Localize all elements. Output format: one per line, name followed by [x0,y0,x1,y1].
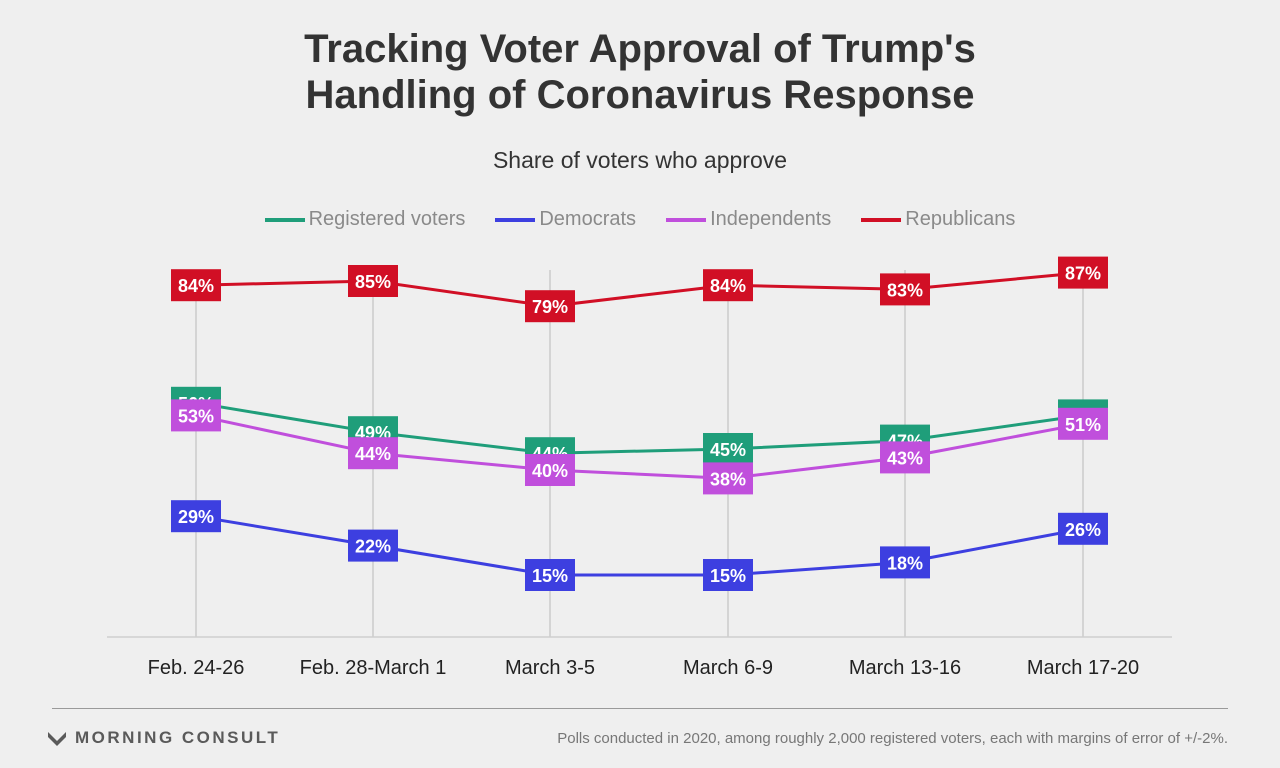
data-label-democrats: 18% [880,546,930,579]
data-label-box [703,269,753,302]
x-tick-label: Feb. 28-March 1 [300,657,447,679]
data-label-independents: 53% [171,399,221,432]
series-line-independents [195,413,1084,480]
legend-swatch [495,217,536,222]
data-label-republicans: 83% [880,273,930,306]
data-label-text: 26% [1065,520,1101,540]
data-labels: 56%49%44%45%47%53%29%22%15%15%18%26%53%4… [171,256,1108,591]
data-label-box [348,265,398,297]
data-label-text: 22% [355,537,391,557]
data-label-republicans: 87% [1058,256,1108,289]
data-label-box [880,441,930,474]
data-label-text: 83% [887,280,923,300]
data-label-independents: 38% [703,462,753,495]
data-label-registered-voters: 45% [703,433,753,465]
data-label-text: 44% [355,444,391,464]
x-tick-label: March 3-5 [505,657,595,679]
data-label-democrats: 15% [703,559,753,591]
data-label-text: 18% [887,553,923,573]
brand-name: MORNING CONSULT [75,728,281,747]
data-label-independents: 40% [525,454,575,486]
data-label-text: 51% [1065,415,1101,435]
data-label-republicans: 84% [171,269,221,302]
data-label-democrats: 29% [171,500,221,533]
legend-item-republicans: Republicans [861,208,1015,231]
data-label-box [171,500,221,533]
data-label-text: 84% [710,276,746,296]
chart-title: Tracking Voter Approval of Trump's Handl… [0,26,1280,118]
footer-divider [52,708,1228,709]
data-label-box [525,454,575,486]
title-line-1: Tracking Voter Approval of Trump's [304,27,976,71]
data-label-box [348,529,398,562]
legend-swatch [666,217,707,222]
data-label-independents: 51% [1058,407,1108,440]
x-tick-label: March 13-16 [849,657,961,679]
legend-label: Republicans [905,208,1016,230]
data-label-box [1058,256,1108,289]
x-tick-label: March 6-9 [683,657,773,679]
x-tick-label: Feb. 24-26 [148,657,245,679]
data-label-box [525,559,575,591]
data-label-text: 40% [532,461,568,481]
data-label-box [171,399,221,432]
data-label-text: 29% [178,507,214,527]
series-line-registered-voters [195,401,1084,455]
data-label-text: 15% [532,566,568,586]
data-label-box [1058,407,1108,440]
data-label-box [880,273,930,306]
brand-logo: MORNING CONSULT [47,728,280,748]
data-label-democrats: 15% [525,559,575,591]
legend-swatch [264,217,305,222]
data-label-box [880,546,930,579]
data-label-box [703,462,753,495]
data-label-box [171,269,221,302]
data-label-text: 87% [1065,264,1101,284]
legend-label: Democrats [539,208,637,230]
legend-label: Registered voters [308,208,466,230]
data-label-republicans: 84% [703,269,753,302]
title-line-2: Handling of Coronavirus Response [305,73,975,117]
data-label-text: 43% [887,448,923,468]
data-label-independents: 44% [348,437,398,470]
chart-subtitle: Share of voters who approve [492,147,788,173]
data-label-box [525,290,575,323]
data-label-text: 79% [532,297,568,317]
data-label-text: 53% [178,406,214,426]
data-label-republicans: 79% [525,290,575,323]
chart-legend: Registered voters Democrats Independents Re… [0,208,1280,231]
x-tick-label: March 17-20 [1027,657,1139,679]
data-label-democrats: 22% [348,529,398,562]
series-lines [195,271,1084,577]
data-label-box [348,437,398,470]
data-label-text: 84% [178,276,214,296]
data-label-independents: 43% [880,441,930,474]
legend-item-democrats: Democrats [495,208,636,231]
data-label-box [1058,512,1108,545]
legend-item-independents: Independents [666,208,831,231]
legend-item-registered-voters: Registered voters [264,208,466,231]
data-label-text: 85% [355,272,391,292]
source-note: Polls conducted in 2020, among roughly 2… [557,730,1228,747]
legend-label: Independents [710,208,832,230]
series-line-democrats [195,514,1084,577]
data-label-republicans: 85% [348,265,398,297]
data-label-box [703,559,753,591]
legend-swatch [861,217,902,222]
data-label-text: 15% [710,566,746,586]
data-label-democrats: 26% [1058,512,1108,545]
series-line-republicans [195,271,1084,308]
data-label-text: 38% [710,469,746,489]
morning-consult-logo-icon [48,732,66,746]
data-label-text: 45% [710,440,746,460]
data-label-box [703,433,753,465]
